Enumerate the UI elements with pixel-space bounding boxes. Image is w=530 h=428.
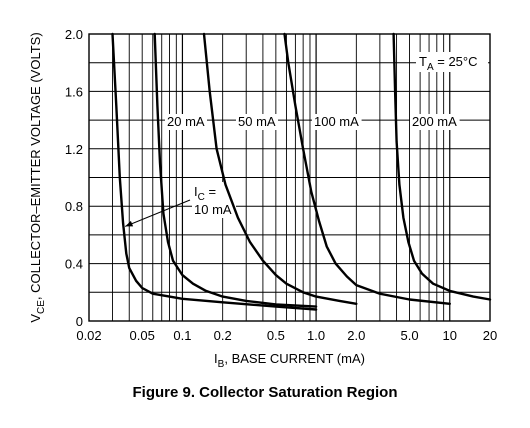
label-bg-10-ma — [192, 182, 236, 218]
x-tick-label: 0.2 — [214, 328, 232, 343]
x-axis-label: IB, BASE CURRENT (mA) — [214, 351, 365, 370]
temperature-label: TA = 25°C — [419, 54, 478, 73]
curve-50-ma — [202, 32, 358, 305]
x-tick-label: 0.05 — [130, 328, 155, 343]
y-axis-label: VCE, COLLECTOR–EMITTER VOLTAGE (VOLTS) — [28, 32, 47, 322]
y-tick-label: 2.0 — [65, 27, 83, 42]
temperature-label-bg — [416, 52, 488, 72]
y-axis-ticks: 0 0.4 0.8 1.2 1.6 2.0 — [65, 27, 83, 329]
figure-caption: Figure 9. Collector Saturation Region — [132, 384, 398, 401]
curve-label-20-ma: 20 mA — [167, 114, 205, 129]
label-bg-50-ma — [236, 114, 278, 130]
curves — [111, 32, 492, 311]
curve-labels: IC =10 mA 20 mA 50 mA 100 mA 200 mA TA = 25°C — [124, 54, 478, 227]
y-tick-label: 1.6 — [65, 84, 83, 99]
plot-frame — [88, 33, 491, 322]
label-bg-200-ma — [410, 114, 460, 130]
curve-label-100-ma: 100 mA — [314, 114, 359, 129]
x-tick-label: 0.02 — [76, 328, 101, 343]
curve-label-10-ma: 10 mA — [194, 202, 232, 217]
label-leader — [124, 199, 191, 227]
curve-200-ma — [392, 32, 492, 301]
x-axis-ticks: 0.02 0.05 0.1 0.2 0.5 1.0 2.0 5.0 10 20 — [76, 328, 497, 343]
x-tick-label: 20 — [483, 328, 497, 343]
x-tick-label: 2.0 — [347, 328, 365, 343]
curve-100-ma — [283, 32, 451, 305]
x-tick-label: 10 — [443, 328, 457, 343]
x-tick-label: 0.1 — [173, 328, 191, 343]
leader-arrowhead — [125, 220, 134, 227]
chart: 0.02 0.05 0.1 0.2 0.5 1.0 2.0 5.0 10 20 0 0.4 0.8 1.… — [28, 27, 497, 370]
curve-10-ma — [111, 32, 318, 311]
y-tick-label: 0 — [76, 314, 83, 329]
x-tick-label: 1.0 — [307, 328, 325, 343]
x-tick-label: 0.5 — [267, 328, 285, 343]
x-tick-label: 5.0 — [400, 328, 418, 343]
y-tick-label: 1.2 — [65, 142, 83, 157]
label-bg-100-ma — [312, 114, 362, 130]
curve-label-200-ma: 200 mA — [412, 114, 457, 129]
label-backgrounds — [165, 52, 488, 218]
y-tick-label: 0.4 — [65, 257, 83, 272]
grid-major — [89, 62, 490, 293]
y-tick-label: 0.8 — [65, 199, 83, 214]
label-bg-20-ma — [165, 114, 207, 130]
curve-label-50-ma: 50 mA — [238, 114, 276, 129]
curve-label-10-ma: IC = — [194, 184, 216, 203]
curve-20-ma — [153, 32, 318, 308]
